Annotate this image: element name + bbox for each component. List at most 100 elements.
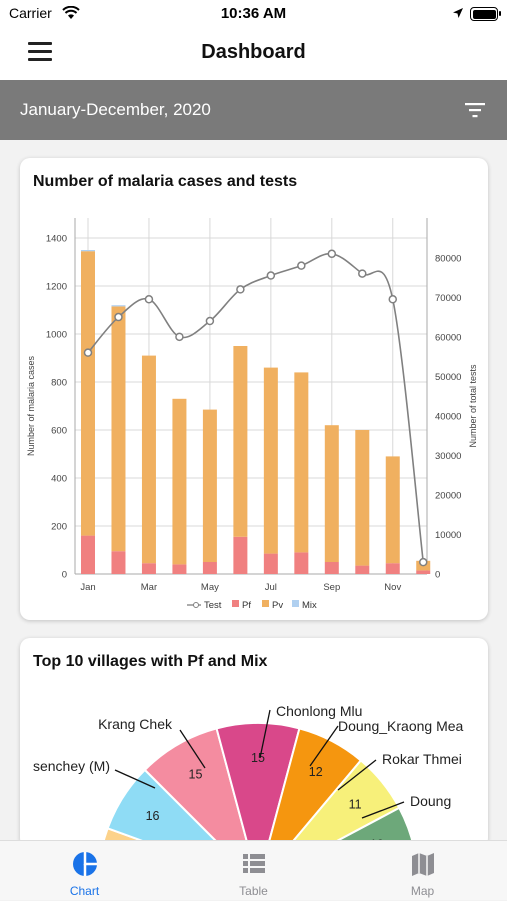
bar-pv: [324, 425, 339, 562]
slice-name-label: Doung: [410, 793, 451, 809]
tab-label: Table: [239, 884, 268, 898]
location-arrow-icon: [453, 8, 463, 18]
bar-pf: [385, 563, 400, 574]
x-tick-label: Sep: [323, 582, 340, 593]
pie-slice: [321, 806, 416, 848]
bar-pf: [111, 551, 126, 574]
y-tick-label: 1400: [46, 234, 67, 245]
test-point: [236, 285, 245, 294]
slice-value-label: 16: [146, 809, 160, 823]
bar-pf: [202, 562, 217, 574]
legend-label: Pv: [272, 600, 283, 611]
y-tick-label: 400: [51, 474, 67, 485]
bar-mix: [111, 305, 126, 307]
y-tick-label: 600: [51, 426, 67, 437]
legend-swatch-mix: [292, 600, 299, 607]
bar-pf: [233, 536, 248, 574]
wifi-icon: [62, 6, 80, 19]
test-point: [297, 261, 306, 270]
bar-pf: [172, 564, 187, 574]
y2-tick-label: 50000: [435, 372, 461, 383]
x-tick-label: May: [201, 582, 219, 593]
bar-pv: [233, 346, 248, 537]
legend-label: Pf: [242, 600, 251, 611]
legend-swatch-pv: [262, 600, 269, 607]
y2-tick-label: 40000: [435, 411, 461, 422]
tab-bar: Chart Table Map: [0, 840, 507, 900]
bar-pv: [202, 409, 217, 562]
leader-line: [309, 725, 339, 767]
cases-tests-chart: 0 200 400 600 800 1000 1200 1400 0 10000 20000 3000…: [26, 218, 478, 611]
test-point: [114, 312, 123, 322]
y2-tick-label: 20000: [435, 490, 461, 501]
bar-pv: [141, 355, 156, 564]
leader-line: [114, 769, 156, 789]
test-point: [358, 269, 367, 278]
map-icon: [412, 853, 434, 876]
bar-pv: [355, 430, 370, 566]
y2-axis-title: Number of total tests: [468, 364, 478, 448]
tab-label: Map: [410, 884, 435, 898]
y-tick-label: 1000: [46, 330, 67, 341]
page-title: Dashboard: [201, 41, 306, 63]
carrier-label: Carrier: [9, 5, 52, 21]
top-villages-chart-card: Top 10 villages with Pf and Mix 16 15 15 12…: [20, 638, 488, 848]
leader-line: [337, 759, 377, 791]
leader-line: [179, 729, 206, 769]
y-tick-label: 1200: [46, 282, 67, 293]
bar-mix: [81, 250, 95, 252]
slice-value-label: 12: [309, 765, 323, 779]
test-point: [418, 557, 428, 567]
legend-label: Test: [204, 600, 222, 611]
bar-pv: [111, 306, 126, 552]
chart-icon: [73, 852, 97, 876]
filter-bar: January-December, 2020: [0, 80, 507, 140]
tab-map[interactable]: Map: [338, 841, 507, 901]
bar-pf: [81, 535, 95, 574]
y-tick-label: 0: [62, 570, 67, 581]
test-point: [205, 316, 215, 326]
y2-tick-label: 0: [435, 570, 440, 581]
legend-label: Mix: [302, 600, 317, 611]
test-point: [83, 348, 93, 357]
chart-title: Number of malaria cases and tests: [33, 173, 298, 190]
test-point: [266, 271, 276, 280]
bar-pf: [324, 562, 339, 574]
legend-test-marker: [193, 602, 199, 608]
x-tick-label: Jul: [265, 582, 277, 593]
tab-table[interactable]: Table: [169, 841, 338, 901]
y2-tick-label: 80000: [435, 253, 461, 264]
hamburger-menu-icon[interactable]: [28, 42, 52, 62]
y2-tick-label: 60000: [435, 332, 461, 343]
table-icon: [243, 854, 265, 873]
y-tick-label: 800: [51, 378, 67, 389]
filter-icon[interactable]: [464, 102, 486, 118]
status-bar: Carrier 10:36 AM: [0, 0, 507, 28]
bar-pv: [81, 251, 95, 536]
cases-tests-chart-card: Number of malaria cases and tests 0 200 40…: [20, 158, 488, 620]
clock: 10:36 AM: [220, 5, 287, 22]
x-tick-label: Jan: [80, 582, 95, 593]
slice-name-label: Chonlong Mlu: [276, 703, 362, 719]
bar-pf: [263, 553, 278, 574]
bar-pf: [355, 565, 370, 574]
legend-swatch-pf: [232, 600, 239, 607]
tab-chart[interactable]: Chart: [0, 841, 169, 901]
test-line: [87, 252, 425, 563]
nav-bar: Dashboard: [0, 28, 507, 80]
bar-pf: [294, 552, 309, 574]
leader-line: [259, 709, 271, 759]
x-tick-label: Nov: [384, 582, 401, 593]
slice-name-label: Krang Chek: [98, 716, 173, 732]
test-point: [388, 295, 398, 304]
bar-pv: [172, 398, 187, 565]
test-point: [144, 295, 154, 304]
slice-value-label: 15: [189, 768, 203, 782]
battery-icon: [470, 7, 501, 21]
bar-pv: [294, 372, 309, 553]
y-axis-title: Number of malaria cases: [26, 355, 36, 456]
y2-tick-label: 30000: [435, 451, 461, 462]
slice-value-label: 11: [349, 797, 362, 811]
slice-name-label: Doung_Kraong Mea: [338, 718, 464, 734]
top-villages-pie-chart: 161515121110senchey (M)Krang ChekChonlon…: [33, 703, 464, 848]
